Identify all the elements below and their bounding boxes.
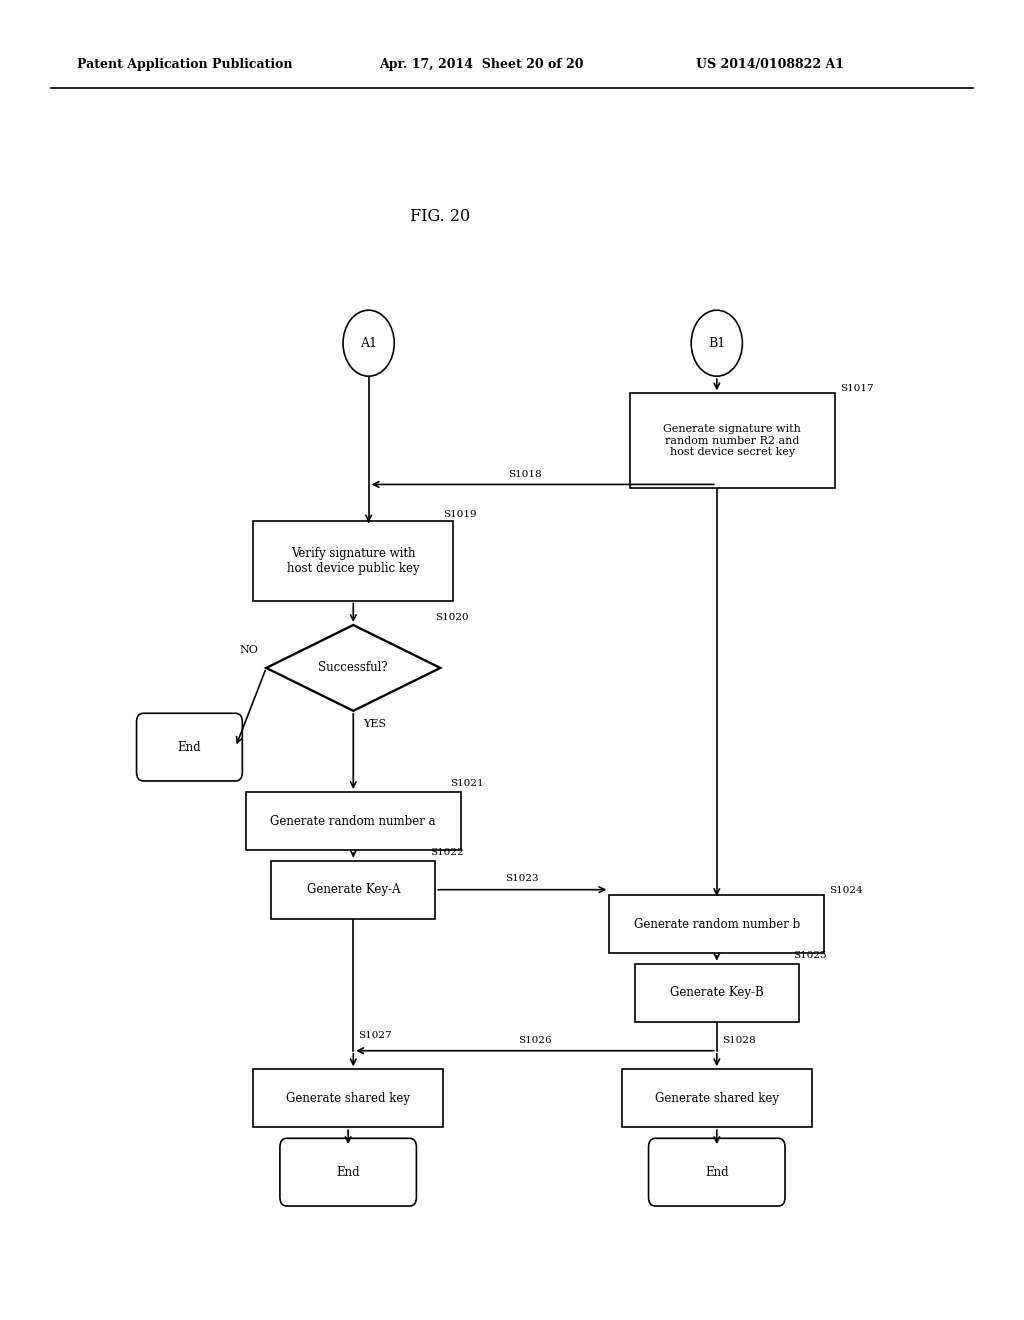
Bar [622,1069,811,1127]
Text: Apr. 17, 2014  Sheet 20 of 20: Apr. 17, 2014 Sheet 20 of 20 [379,58,584,71]
FancyBboxPatch shape [136,713,243,781]
Circle shape [691,310,742,376]
Bar [635,964,799,1022]
Text: Generate shared key: Generate shared key [654,1092,779,1105]
Text: Generate random number a: Generate random number a [270,814,436,828]
Text: S1026: S1026 [518,1036,552,1045]
Bar [630,393,835,488]
Text: US 2014/0108822 A1: US 2014/0108822 A1 [696,58,845,71]
Text: Generate Key-B: Generate Key-B [670,986,764,999]
Bar [254,1069,442,1127]
Text: Generate random number b: Generate random number b [634,917,800,931]
Text: B1: B1 [709,337,725,350]
Text: S1019: S1019 [442,510,476,519]
Text: Generate Key-A: Generate Key-A [306,883,400,896]
Text: A1: A1 [360,337,377,350]
FancyBboxPatch shape [280,1138,417,1206]
Text: End: End [177,741,202,754]
Text: Verify signature with
host device public key: Verify signature with host device public… [287,546,420,576]
Text: S1017: S1017 [840,384,873,393]
Bar [246,792,461,850]
Text: S1028: S1028 [722,1036,756,1045]
Text: S1023: S1023 [506,874,539,883]
Text: S1021: S1021 [451,779,484,788]
Text: YES: YES [364,718,387,729]
Circle shape [343,310,394,376]
Bar [609,895,824,953]
Text: Patent Application Publication: Patent Application Publication [77,58,292,71]
Text: NO: NO [240,644,258,655]
Text: S1027: S1027 [358,1031,392,1040]
Text: Generate shared key: Generate shared key [286,1092,411,1105]
Text: S1020: S1020 [435,614,469,623]
FancyBboxPatch shape [648,1138,785,1206]
Text: S1025: S1025 [794,950,827,960]
Text: Generate signature with
random number R2 and
host device secret key: Generate signature with random number R2… [664,424,801,458]
Text: S1022: S1022 [430,847,464,857]
Text: End: End [336,1166,360,1179]
Text: FIG. 20: FIG. 20 [411,209,470,224]
Text: S1024: S1024 [829,886,863,895]
Bar [253,521,453,601]
Polygon shape [266,626,440,710]
Text: Successful?: Successful? [318,661,388,675]
Text: End: End [705,1166,729,1179]
Text: S1018: S1018 [509,470,542,479]
Bar [271,861,435,919]
